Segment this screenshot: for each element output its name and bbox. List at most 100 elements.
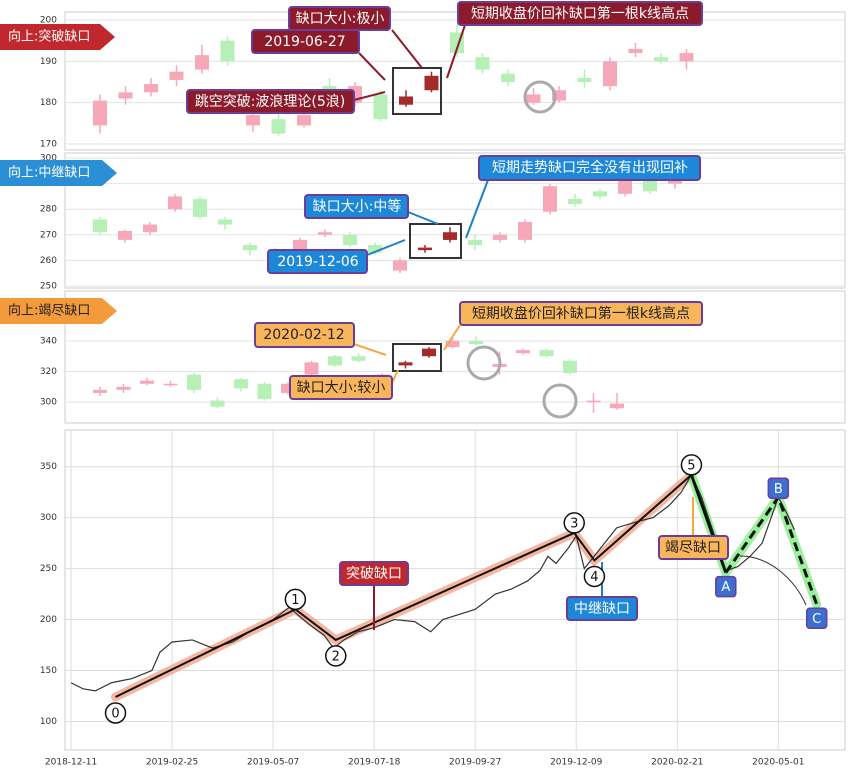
annotation: 短期走势缺口完全没有出现回补 (492, 159, 688, 176)
x-tick-label: 2020-05-01 (752, 758, 804, 768)
y-tick-label: 170 (40, 140, 57, 150)
candle-body (475, 57, 490, 70)
candle-body (654, 57, 668, 62)
panel-label: 向上:突破缺口 (8, 29, 90, 45)
candle-body (118, 230, 132, 240)
candle-body (568, 198, 582, 205)
candle-body (220, 40, 235, 62)
wave-label: 1 (291, 593, 299, 608)
annotations (186, 1, 703, 115)
candle-body (610, 403, 624, 409)
x-tick-label: 2020-02-21 (651, 758, 703, 768)
candle-body (586, 400, 601, 403)
candle-body (526, 94, 541, 103)
candle-body (118, 92, 133, 99)
y-tick-label: 260 (40, 256, 57, 266)
candle-body (398, 362, 413, 366)
candle-body (246, 115, 260, 126)
candle-body (351, 356, 366, 361)
wave-marker (680, 454, 703, 476)
wave-label: 2 (332, 649, 340, 664)
y-tick-label: 270 (40, 230, 57, 240)
candle-body (93, 389, 107, 393)
candle-body (443, 232, 457, 240)
candle-body (577, 77, 592, 82)
candle-body (679, 53, 694, 62)
wave-label: C (812, 612, 821, 627)
candle-body (243, 245, 257, 251)
annotation: 短期收盘价回补缺口第一根k线高点 (471, 5, 689, 22)
y-tick-label: 200 (40, 16, 57, 26)
wave-marker (805, 607, 828, 630)
y-tick-label: 300 (40, 513, 57, 523)
panel-label-bg (0, 24, 115, 50)
candle-body (373, 94, 388, 120)
wave-label: B (774, 482, 783, 497)
candle-body (328, 356, 342, 366)
annotation: 缺口大小:中等 (313, 198, 402, 215)
wave-label: 0 (111, 707, 119, 722)
candle-body (168, 196, 182, 210)
annotation: 2019-12-06 (277, 254, 358, 270)
y-tick-label: 190 (40, 57, 57, 67)
panel-label: 向上:中继缺口 (8, 165, 90, 181)
annotation: 2019-06-27 (264, 34, 345, 50)
y-tick-label: 180 (40, 98, 57, 108)
price-line (70, 473, 796, 692)
candle-body (93, 100, 107, 126)
candle-body (210, 400, 225, 407)
y-tick-label: 250 (40, 282, 57, 292)
y-tick-label: 200 (40, 615, 57, 625)
candle-body (116, 386, 131, 390)
candle-body (445, 340, 460, 348)
y-tick-label: 280 (40, 205, 57, 215)
candle-body (603, 61, 617, 87)
wave-marker (325, 645, 347, 667)
candle-body (552, 90, 566, 101)
wave-marker (767, 477, 790, 500)
y-tick-label: 150 (40, 666, 57, 676)
y-tick-label: 100 (40, 717, 57, 727)
x-tick-label: 2019-09-27 (449, 758, 501, 768)
candle-body (257, 383, 272, 400)
candle-body (543, 186, 557, 212)
annotation: 跳空突破:波浪理论(5浪) (195, 94, 346, 110)
annotation: 突破缺口 (346, 566, 402, 582)
annotations (339, 497, 729, 630)
candle-body (418, 247, 432, 251)
marks: 1701801902002502602702802903003003203401… (40, 16, 845, 768)
candle-body (93, 219, 107, 233)
candle-body (422, 348, 436, 357)
candle-body (271, 119, 286, 134)
annotation: 中继缺口 (574, 601, 630, 617)
candle-body (304, 362, 319, 375)
candle-body (297, 115, 311, 126)
wave-marker (715, 575, 737, 598)
annotations (254, 301, 703, 419)
x-tick-label: 2019-05-07 (247, 758, 299, 768)
candle-body (234, 379, 248, 389)
annotation: 短期收盘价回补缺口第一根k线高点 (472, 305, 690, 322)
candle-body (143, 224, 157, 233)
panel-label-bg (0, 298, 117, 324)
candle-body (195, 55, 209, 70)
wave-label: 5 (687, 458, 695, 473)
y-tick-label: 340 (40, 336, 57, 346)
y-tick-label: 300 (40, 154, 57, 164)
y-tick-label: 300 (40, 398, 57, 408)
y-tick-label: 320 (40, 367, 57, 377)
projection-arc (739, 555, 807, 606)
candle-body (169, 71, 184, 80)
candle-body (628, 48, 643, 54)
candle-body (140, 380, 154, 384)
candle-body (144, 84, 158, 93)
candle-body (343, 234, 357, 246)
candle-body (393, 260, 407, 271)
candle-body (218, 219, 232, 225)
candle-body (563, 360, 577, 374)
candle-body (368, 245, 382, 253)
candle-body (399, 96, 413, 105)
x-tick-label: 2019-07-18 (348, 758, 401, 768)
panel-label: 向上:竭尽缺口 (8, 303, 90, 319)
